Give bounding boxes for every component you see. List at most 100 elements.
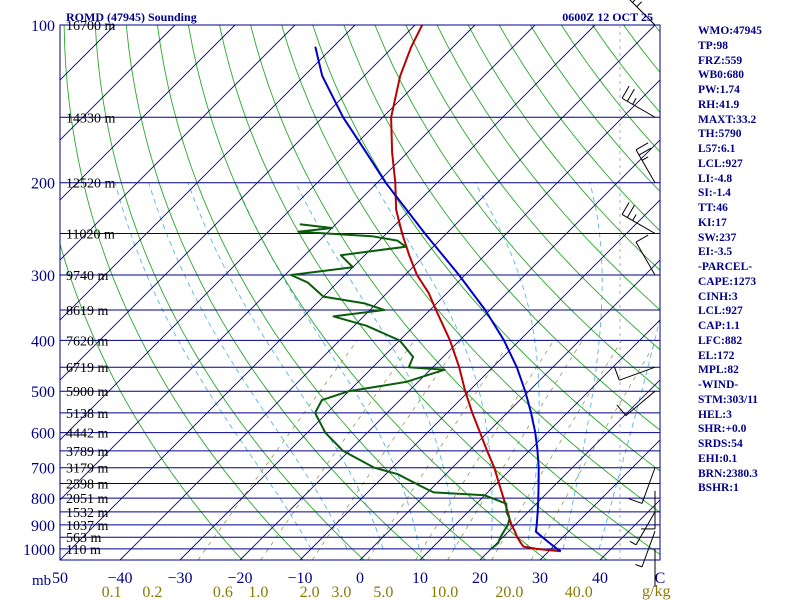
temperature-tick--50: 50 bbox=[52, 570, 68, 587]
pressure-axis-unit: mb bbox=[32, 573, 51, 589]
temperature-tick-0: 0 bbox=[356, 570, 364, 587]
dry-adiabat-260 bbox=[63, 25, 304, 560]
stat-item: -PARCEL- bbox=[698, 261, 753, 273]
mixing-ratio-line-1 bbox=[260, 340, 415, 560]
stat-item: MAXT:33.2 bbox=[698, 113, 757, 126]
dewpoint-trace bbox=[290, 223, 511, 550]
moist-adiabat-32 bbox=[562, 182, 603, 549]
wind-barb-450 bbox=[614, 366, 656, 381]
mixing-ratio-line-24 bbox=[530, 340, 658, 560]
pressure-label-800: 800 bbox=[31, 491, 55, 508]
height-label-300: 9740 m bbox=[66, 269, 109, 284]
wind-barb-250 bbox=[621, 202, 656, 234]
height-label-1000: 110 m bbox=[66, 543, 101, 558]
mixing-ratio-lines bbox=[197, 340, 658, 560]
moist-adiabat--10 bbox=[114, 182, 312, 550]
pressure-label-500: 500 bbox=[31, 384, 55, 401]
moist-adiabat--4 bbox=[148, 182, 348, 550]
mixing-ratio-tick-40: 40.0 bbox=[565, 584, 593, 600]
stat-item: LFC:882 bbox=[698, 334, 743, 347]
stat-item: LCL:927 bbox=[698, 157, 743, 170]
mixing-ratio-line-2 bbox=[311, 340, 462, 560]
temperature-tick--10: −10 bbox=[287, 570, 312, 587]
mixing-ratio-tick-10: 10.0 bbox=[430, 584, 458, 600]
stat-item: L57:6.1 bbox=[698, 143, 736, 155]
isotherm-20 bbox=[479, 379, 660, 560]
isotherm-10 bbox=[419, 319, 660, 560]
stat-item: SRDS:54 bbox=[698, 438, 743, 450]
mixing-ratio-tick-0.6: 0.6 bbox=[213, 584, 233, 600]
mixing-ratio-line-7 bbox=[415, 340, 555, 560]
moist-adiabats bbox=[114, 182, 660, 550]
isotherm--120 bbox=[60, 25, 176, 141]
pressure-labels: 100 200 300 400 500 600 700 800 900 1000 bbox=[23, 18, 55, 559]
chart-datetime: 0600Z 12 OCT 25 bbox=[562, 10, 653, 24]
pressure-label-400: 400 bbox=[31, 333, 55, 350]
moist-adiabat-8 bbox=[235, 182, 420, 549]
wind-barb-150 bbox=[621, 85, 656, 118]
stat-item: WB0:680 bbox=[698, 69, 744, 82]
mixing-ratio-line-16 bbox=[491, 340, 623, 560]
stat-item: EHI:0.1 bbox=[698, 452, 738, 465]
height-label-700: 3179 m bbox=[66, 462, 109, 477]
stat-item: SI:-1.4 bbox=[698, 187, 731, 200]
wind-barb-100 bbox=[629, 0, 656, 26]
dry-adiabat-390 bbox=[467, 25, 660, 271]
stat-item: TT:46 bbox=[698, 202, 728, 214]
dry-adiabat-300 bbox=[187, 25, 547, 560]
mixing-ratio-tick-5: 5.0 bbox=[373, 584, 393, 600]
parcel-trace bbox=[314, 46, 562, 553]
height-label-800: 2051 m bbox=[66, 492, 109, 507]
pressure-label-700: 700 bbox=[31, 461, 55, 478]
isotherm--40 bbox=[119, 25, 656, 560]
stat-item: TH:5790 bbox=[698, 128, 742, 141]
dry-adiabat-250 bbox=[60, 242, 243, 560]
temperature-tick-10: 10 bbox=[412, 570, 428, 587]
stat-item: WMO:47945 bbox=[698, 25, 762, 37]
isotherm-0 bbox=[359, 259, 660, 560]
isotherm--90 bbox=[60, 25, 356, 321]
mixing-ratio-tick-labels: 0.1 0.2 0.6 1.0 2.0 3.0 5.0 10.0 20.0 40.0 bbox=[102, 584, 593, 600]
isobars bbox=[60, 24, 660, 550]
stat-item: BRN:2380.3 bbox=[698, 467, 758, 480]
isotherm--70 bbox=[60, 25, 476, 441]
temperature-tick-20: 20 bbox=[472, 570, 488, 587]
temperature-tick-labels: 50 −40 −30 −20 −10 0 10 20 30 40 C bbox=[52, 570, 665, 587]
stat-item: SHR:+0.0 bbox=[698, 423, 747, 436]
dry-adiabat-280 bbox=[125, 25, 425, 560]
stat-item: KI:17 bbox=[698, 216, 727, 229]
dry-adiabat-340 bbox=[312, 25, 660, 472]
isotherm--140 bbox=[0, 25, 55, 560]
height-label-100: 16700 m bbox=[66, 19, 116, 34]
pressure-label-600: 600 bbox=[31, 426, 55, 443]
moist-adiabat-38 bbox=[598, 316, 660, 550]
stat-item: SW:237 bbox=[698, 231, 737, 244]
mixing-ratio-tick-3: 3.0 bbox=[331, 584, 351, 600]
wind-barb-925 bbox=[635, 530, 656, 568]
wind-barb-850 bbox=[629, 511, 656, 546]
temperature-tick-50: C bbox=[655, 570, 666, 587]
height-label-600: 4442 m bbox=[66, 427, 109, 442]
plot-frame bbox=[59, 24, 661, 561]
dry-adiabat-350 bbox=[343, 25, 660, 431]
temperature-tick-30: 30 bbox=[532, 570, 548, 587]
dry-adiabat-360 bbox=[374, 25, 660, 391]
stat-item: -WIND- bbox=[698, 379, 739, 391]
pressure-label-1000: 1000 bbox=[23, 542, 55, 559]
isotherm-30 bbox=[539, 439, 660, 560]
stat-item: CAPE:1273 bbox=[698, 275, 757, 288]
stat-item: BSHR:1 bbox=[698, 482, 739, 495]
mixing-ratio-tick-0.2: 0.2 bbox=[142, 584, 162, 600]
temperature-tick--30: −30 bbox=[167, 570, 192, 587]
height-label-950: 563 m bbox=[66, 531, 102, 546]
stat-item: CAP:1.1 bbox=[698, 320, 740, 332]
height-label-400: 7620 m bbox=[66, 334, 109, 349]
mixing-ratio-line-4 bbox=[367, 340, 512, 560]
stat-item: EL:172 bbox=[698, 349, 735, 362]
isotherm--110 bbox=[60, 25, 236, 201]
dry-adiabat-270 bbox=[94, 25, 365, 560]
moist-adiabat-2 bbox=[187, 182, 384, 550]
isotherm--60 bbox=[60, 25, 536, 501]
pressure-label-200: 200 bbox=[31, 176, 55, 193]
